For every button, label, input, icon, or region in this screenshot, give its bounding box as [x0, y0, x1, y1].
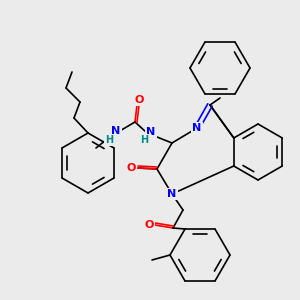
Text: O: O	[134, 95, 144, 105]
Text: H: H	[105, 135, 113, 145]
Text: N: N	[167, 189, 177, 199]
Text: N: N	[146, 127, 156, 137]
Text: N: N	[111, 126, 121, 136]
Text: O: O	[144, 220, 154, 230]
Text: O: O	[126, 163, 136, 173]
Text: N: N	[192, 123, 202, 133]
Text: H: H	[140, 135, 148, 145]
